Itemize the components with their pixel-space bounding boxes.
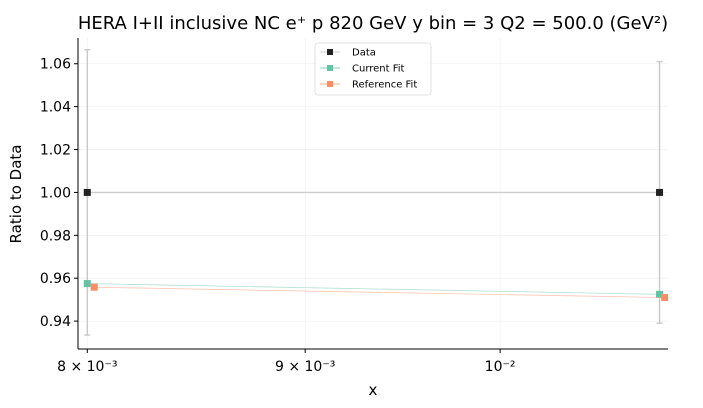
data-point bbox=[661, 294, 669, 302]
legend: Data Current Fit Reference Fit bbox=[314, 42, 432, 96]
axes bbox=[77, 38, 668, 350]
y-tick-label: 0.98 bbox=[40, 228, 71, 244]
legend-box bbox=[314, 42, 432, 96]
y-tick-label: 1.00 bbox=[40, 185, 71, 201]
x-tick-label: 8 × 10⁻³ bbox=[57, 359, 117, 375]
legend-marker bbox=[327, 81, 333, 87]
data-point bbox=[656, 290, 664, 298]
y-tick-label: 0.94 bbox=[40, 314, 71, 330]
legend-label: Reference Fit bbox=[352, 80, 417, 91]
y-tick-label: 0.96 bbox=[40, 271, 71, 287]
series-line bbox=[87, 283, 660, 295]
y-axis-label: Ratio to Data bbox=[7, 145, 25, 244]
x-tick-label: 10⁻² bbox=[485, 359, 516, 375]
y-tick-label: 1.04 bbox=[40, 100, 71, 116]
data-point bbox=[90, 283, 98, 291]
series-line bbox=[94, 286, 665, 298]
data-point bbox=[83, 188, 91, 196]
chart-title: HERA I+II inclusive NC e⁺ p 820 GeV y bi… bbox=[78, 13, 668, 34]
legend-label: Data bbox=[352, 48, 376, 59]
y-tick-label: 1.02 bbox=[40, 143, 71, 159]
data-point bbox=[83, 280, 91, 288]
series bbox=[83, 49, 669, 336]
data-point bbox=[656, 188, 664, 196]
legend-label: Current Fit bbox=[352, 64, 405, 75]
ticks: 0.94 0.96 0.98 1.00 1.02 1.04 1.06 8 × 10⁻³ 9 × … bbox=[40, 57, 516, 375]
x-tick-label: 9 × 10⁻³ bbox=[275, 359, 335, 375]
legend-marker bbox=[327, 49, 333, 55]
legend-marker bbox=[327, 65, 333, 71]
x-axis-label: x bbox=[369, 381, 378, 399]
y-tick-label: 1.06 bbox=[40, 57, 71, 73]
